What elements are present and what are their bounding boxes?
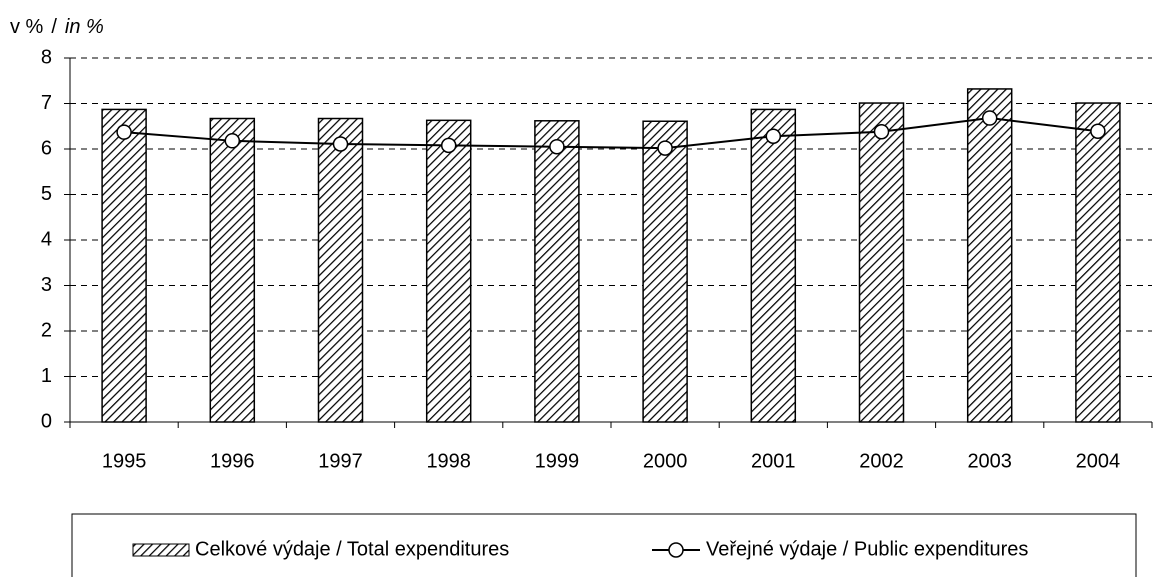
x-tick-label: 1996 xyxy=(210,450,255,472)
x-tick-label: 2003 xyxy=(967,450,1012,472)
y-tick-label: 8 xyxy=(41,46,52,68)
bar xyxy=(101,108,147,423)
line-marker xyxy=(116,124,132,140)
legend-swatch xyxy=(132,543,190,557)
line-marker xyxy=(873,123,890,140)
x-tick-label: 2001 xyxy=(751,450,796,472)
legend-box xyxy=(71,513,1137,577)
y-tick-label: 5 xyxy=(41,183,52,205)
line-marker xyxy=(224,133,241,149)
legend-label: Celkové výdaje / Total expenditures xyxy=(195,538,509,560)
bar xyxy=(966,88,1013,423)
y-tick-label: 3 xyxy=(41,274,52,296)
legend-marker xyxy=(668,542,684,558)
y-tick-label: 7 xyxy=(41,92,52,114)
x-tick-label: 1997 xyxy=(318,450,363,472)
y-tick-label: 4 xyxy=(41,228,52,250)
bar xyxy=(209,117,256,423)
x-tick-label: 1998 xyxy=(426,450,471,472)
line-marker xyxy=(549,138,565,155)
bar xyxy=(642,120,688,423)
line-marker xyxy=(765,128,782,145)
y-tick-label: 0 xyxy=(41,410,52,432)
line-marker xyxy=(332,136,349,152)
x-tick-label: 2004 xyxy=(1076,450,1121,472)
x-tick-label: 2002 xyxy=(859,450,904,472)
line-marker xyxy=(657,140,673,156)
bar xyxy=(858,102,905,423)
line-marker xyxy=(440,137,457,154)
bar xyxy=(534,120,580,423)
line xyxy=(124,117,1099,150)
x-tick-label: 1999 xyxy=(535,450,580,472)
legend-label: Veřejné výdaje / Public expenditures xyxy=(706,538,1028,560)
x-tick-label: 2000 xyxy=(643,450,688,472)
y-tick-label: 1 xyxy=(41,365,52,387)
bar xyxy=(317,117,364,423)
bar xyxy=(750,108,797,423)
bar xyxy=(425,119,472,423)
line-marker xyxy=(981,110,998,126)
y-tick-label: 6 xyxy=(41,137,52,159)
line-marker xyxy=(1090,123,1106,140)
bar xyxy=(1075,102,1121,423)
y-tick-label: 2 xyxy=(41,319,52,341)
x-tick-label: 1995 xyxy=(102,450,147,472)
y-axis-label: v % / in % xyxy=(10,16,104,38)
